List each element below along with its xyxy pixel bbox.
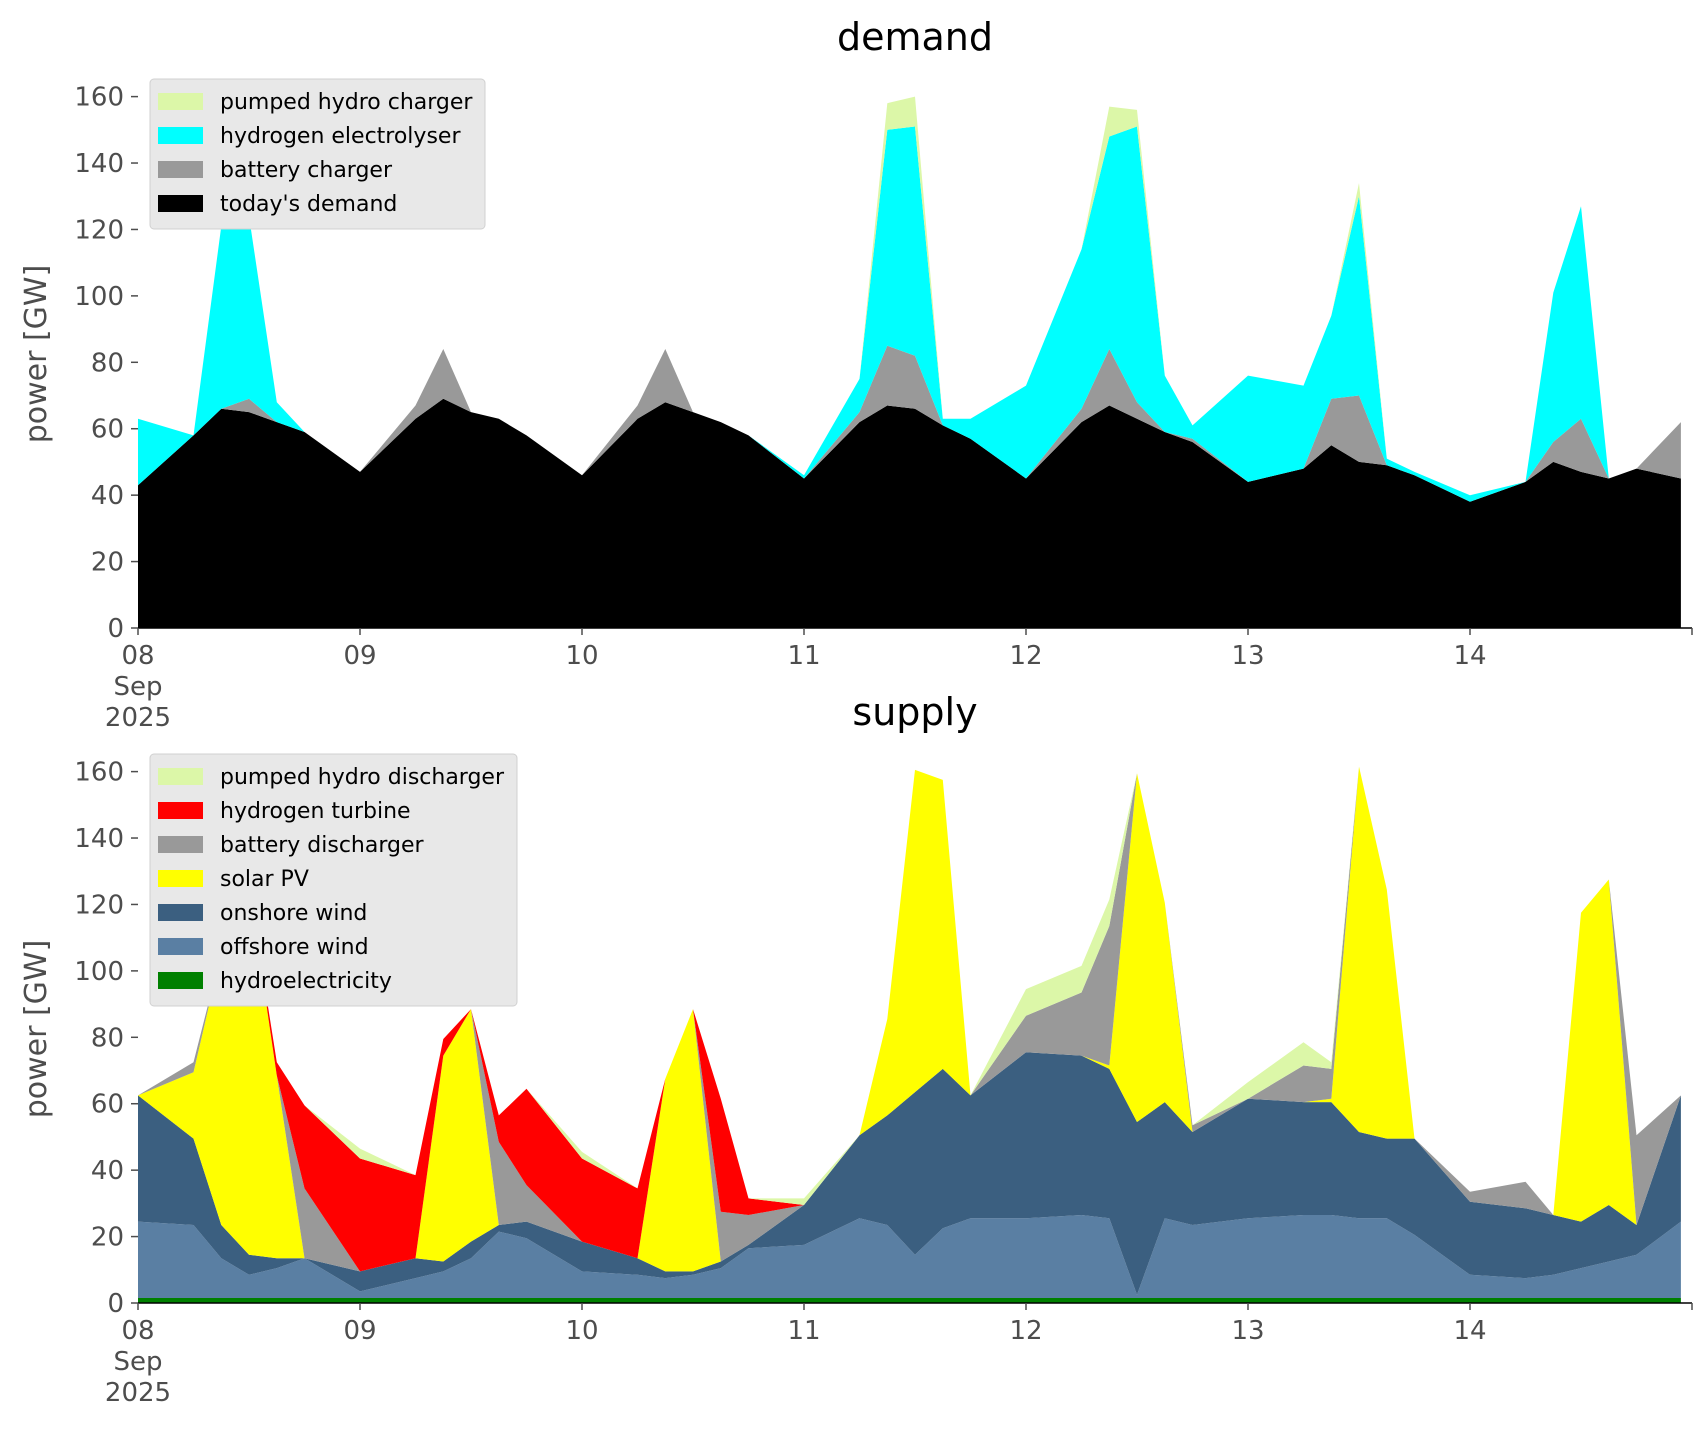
y-axis-label: power [GW]	[19, 940, 54, 1119]
y-tick-label: 160	[74, 758, 124, 788]
legend-swatch-battery-discharger	[158, 836, 203, 853]
legend-label-pumped-hydro-discharger: pumped hydro discharger	[220, 765, 505, 790]
y-tick-label: 100	[74, 957, 124, 987]
legend-swatch-offshore-wind	[158, 938, 203, 955]
legend-swatch-pumped-hydro-discharger	[158, 768, 203, 785]
stacked-areas	[138, 96, 1681, 628]
y-tick-label: 100	[74, 282, 124, 312]
x-tick-label: 2025	[105, 1378, 171, 1408]
area-onshore-wind	[138, 1052, 1681, 1295]
legend-box	[149, 753, 518, 1007]
legend: pumped hydro discharger hydrogen turbine b…	[149, 753, 518, 1007]
legend-swatch-hydrogen-electrolyser	[158, 127, 203, 144]
stacked-areas	[138, 766, 1681, 1303]
x-tick-label: 14	[1453, 1316, 1486, 1346]
x-tick-label: 13	[1231, 641, 1264, 671]
x-tick-label: 08	[121, 641, 154, 671]
y-tick-label: 140	[74, 824, 124, 854]
y-tick-label: 80	[91, 1023, 124, 1053]
x-tick-label: 11	[787, 641, 820, 671]
x-tick-label: 14	[1453, 641, 1486, 671]
legend-label-battery-charger: battery charger	[220, 158, 393, 183]
legend-label-hydrogen-electrolyser: hydrogen electrolyser	[220, 124, 461, 149]
y-tick-label: 40	[91, 1156, 124, 1186]
chart-title: demand	[837, 15, 993, 59]
x-tick-label: 09	[343, 641, 376, 671]
y-tick-label: 20	[91, 1223, 124, 1253]
legend-swatch-today-s-demand	[158, 195, 203, 212]
x-tick-label: 12	[1009, 1316, 1042, 1346]
legend-label-battery-discharger: battery discharger	[220, 833, 425, 858]
y-tick-label: 40	[91, 481, 124, 511]
legend-label-solar-pv: solar PV	[220, 867, 309, 892]
legend-label-today-s-demand: today's demand	[220, 192, 397, 217]
area-today-s-demand	[138, 398, 1681, 628]
chart-title: supply	[852, 690, 977, 734]
legend-label-hydroelectricity: hydroelectricity	[220, 969, 392, 994]
x-tick-label: 2025	[105, 703, 171, 733]
x-tick-label: 12	[1009, 641, 1042, 671]
y-tick-label: 60	[91, 1090, 124, 1120]
x-tick-label: 10	[565, 1316, 598, 1346]
legend-label-pumped-hydro-charger: pumped hydro charger	[220, 90, 473, 115]
supply-chart: supply power [GW] 0 20 40 60 80 100 120 140 160 08S…	[19, 690, 1693, 1408]
y-tick-label: 140	[74, 149, 124, 179]
legend-label-hydrogen-turbine: hydrogen turbine	[220, 799, 411, 824]
demand-chart: demand power [GW] 0 20 40 60 80 100 120 140 160 08S…	[19, 15, 1693, 733]
y-tick-label: 80	[91, 348, 124, 378]
y-tick-label: 0	[107, 1289, 124, 1319]
y-tick-label: 20	[91, 548, 124, 578]
legend-swatch-hydroelectricity	[158, 972, 203, 989]
y-tick-label: 0	[107, 614, 124, 644]
x-tick-label: 11	[787, 1316, 820, 1346]
legend-box	[149, 78, 486, 230]
legend-swatch-battery-charger	[158, 161, 203, 178]
y-tick-label: 160	[74, 83, 124, 113]
legend-label-onshore-wind: onshore wind	[220, 901, 367, 926]
legend-label-offshore-wind: offshore wind	[220, 935, 369, 960]
area-offshore-wind	[138, 1215, 1681, 1298]
y-tick-label: 120	[74, 215, 124, 245]
area-hydrogen-electrolyser	[138, 126, 1681, 502]
x-tick-label: Sep	[113, 1347, 162, 1377]
x-tick-label: 09	[343, 1316, 376, 1346]
y-axis-label: power [GW]	[19, 265, 54, 444]
y-tick-label: 120	[74, 890, 124, 920]
x-tick-label: Sep	[113, 672, 162, 702]
area-hydroelectricity	[138, 1298, 1681, 1303]
area-solar-pv	[138, 766, 1681, 1272]
area-hydrogen-turbine	[138, 766, 1681, 1272]
x-tick-label: 10	[565, 641, 598, 671]
legend: pumped hydro charger hydrogen electrolyse…	[149, 78, 486, 230]
legend-swatch-onshore-wind	[158, 904, 203, 921]
y-tick-label: 60	[91, 415, 124, 445]
legend-swatch-hydrogen-turbine	[158, 802, 203, 819]
legend-swatch-solar-pv	[158, 870, 203, 887]
x-tick-label: 13	[1231, 1316, 1264, 1346]
area-battery-charger	[138, 345, 1681, 502]
legend-swatch-pumped-hydro-charger	[158, 93, 203, 110]
x-tick-label: 08	[121, 1316, 154, 1346]
